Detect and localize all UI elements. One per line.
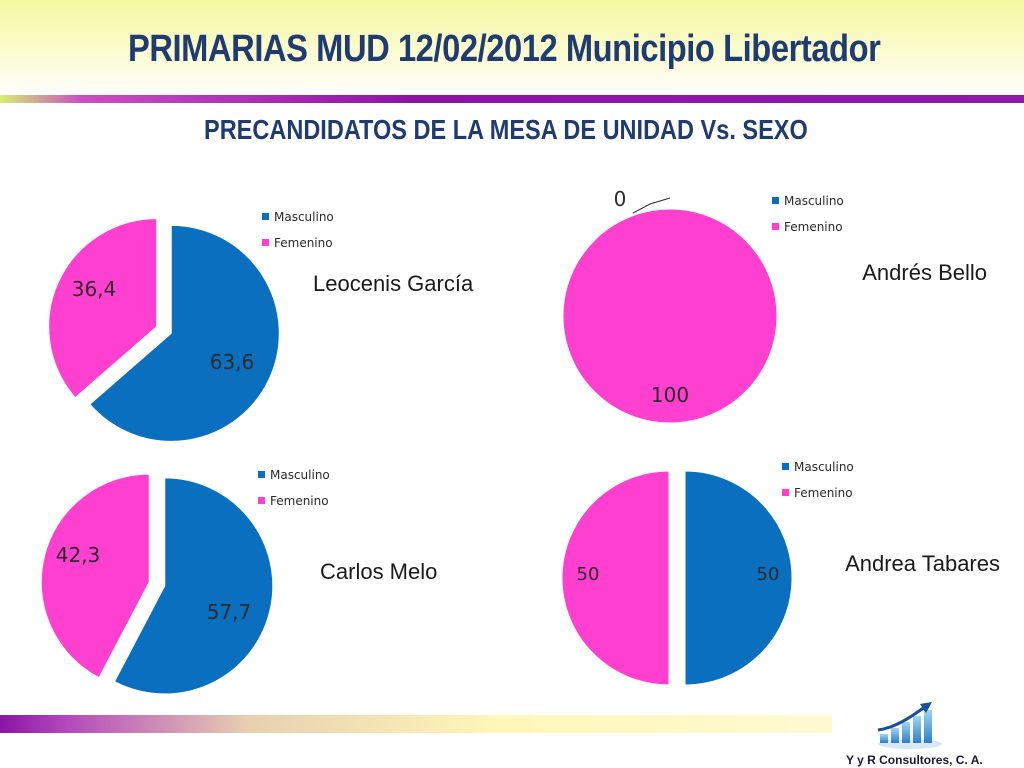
pie-slice-femenino: [561, 470, 670, 686]
legend-swatch-femenino: [262, 239, 269, 246]
page-title: PRIMARIAS MUD 12/02/2012 Municipio Liber…: [128, 28, 881, 70]
legend-label-masculino: Masculino: [270, 468, 330, 482]
candidate-name: Leocenis García: [313, 271, 474, 296]
page-subtitle: PRECANDIDATOS DE LA MESA DE UNIDAD Vs. S…: [204, 114, 808, 145]
pie-slice-femenino: [562, 208, 778, 424]
header-band: [0, 0, 1024, 96]
leader-line: [632, 197, 671, 214]
data-label-femenino: 42,3: [56, 543, 101, 567]
legend-label-femenino: Femenino: [270, 494, 329, 508]
pie-chart-2: 0 100 Masculino Femenino Andrés Bello: [562, 187, 987, 424]
pie-slice-masculino: [684, 470, 793, 686]
legend-swatch-femenino: [772, 223, 779, 230]
legend-swatch-femenino: [782, 489, 789, 496]
legend-swatch-masculino: [262, 213, 269, 220]
company-logo: [877, 702, 942, 749]
data-label-masculino: 50: [757, 564, 780, 585]
pie-chart-3: 57,7 42,3 Masculino Femenino Carlos Melo: [40, 468, 437, 695]
legend-swatch-masculino: [258, 471, 265, 478]
pie-chart-4: 50 50 Masculino Femenino Andrea Tabares: [561, 460, 1000, 686]
pie-slice-femenino: [40, 473, 150, 679]
legend-swatch-masculino: [782, 463, 789, 470]
legend-label-femenino: Femenino: [784, 220, 843, 234]
data-label-masculino: 0: [614, 187, 627, 211]
candidate-name: Carlos Melo: [320, 559, 437, 584]
legend-label-femenino: Femenino: [274, 236, 333, 250]
pie-slice-femenino: [48, 218, 158, 399]
footer-credit: Y y R Consultores, C. A.: [846, 753, 983, 767]
legend-label-masculino: Masculino: [274, 210, 334, 224]
pie-slice-masculino: [113, 477, 274, 695]
candidate-name: Andrés Bello: [862, 260, 987, 285]
legend-label-masculino: Masculino: [794, 460, 854, 474]
legend-label-femenino: Femenino: [794, 486, 853, 500]
legend-label-masculino: Masculino: [784, 194, 844, 208]
legend-swatch-masculino: [772, 197, 779, 204]
legend-swatch-femenino: [258, 497, 265, 504]
header-divider: [0, 95, 1024, 103]
data-label-masculino: 57,7: [207, 600, 252, 624]
pie-slice-masculino: [89, 224, 280, 442]
pie-chart-1: 63,6 36,4 Masculino Femenino Leocenis García: [48, 210, 474, 442]
data-label-femenino: 36,4: [72, 277, 117, 301]
data-label-masculino: 63,6: [210, 350, 255, 374]
candidate-name: Andrea Tabares: [845, 551, 1000, 576]
footer-bar: [0, 715, 832, 733]
data-label-femenino: 100: [651, 383, 689, 407]
data-label-femenino: 50: [577, 564, 600, 585]
